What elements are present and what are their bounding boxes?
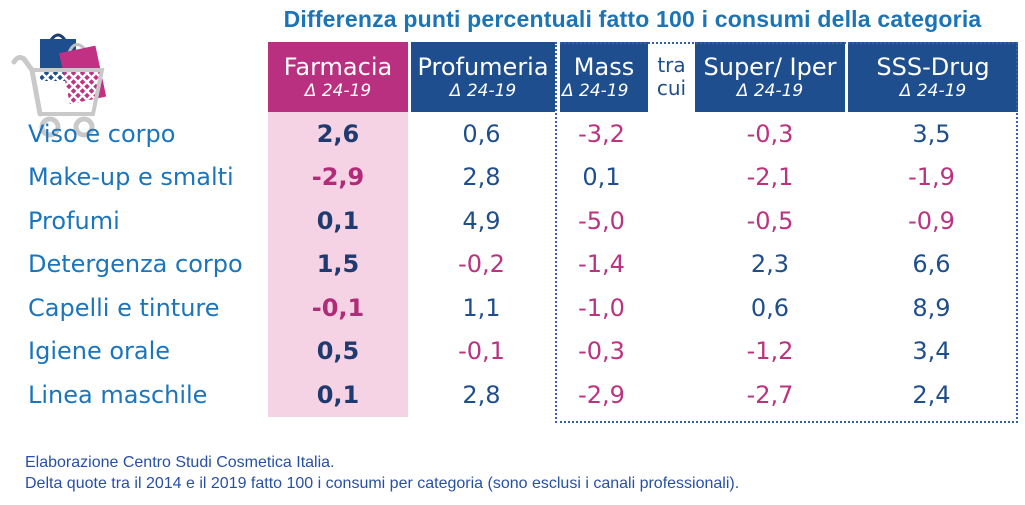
column-header-profumeria: Profumeria Δ 24-19	[411, 42, 555, 112]
value-cell: -0,3	[746, 119, 794, 148]
tra-cui-label: tra cui	[648, 42, 695, 112]
page-title: Differenza punti percentuali fatto 100 i…	[283, 6, 982, 32]
header-spacer	[0, 42, 268, 112]
table-row: Linea maschile 0,1 2,8 -2,9 -2,7 2,4	[0, 373, 1018, 417]
value-cell: 3,5	[912, 119, 951, 148]
tra-cui-spacer	[648, 330, 695, 374]
value-cell: 1,5	[268, 242, 408, 286]
table-row: Make-up e smalti -2,9 2,8 0,1 -2,1 -1,9	[0, 155, 1018, 200]
column-delta-label: Δ 24-19	[304, 80, 372, 101]
column-header-farmacia: Farmacia Δ 24-19	[268, 42, 408, 112]
value-cell: 8,9	[912, 293, 951, 322]
value-cell: 0,1	[582, 163, 621, 192]
table-row: Igiene orale 0,5 -0,1 -0,3 -1,2 3,4	[0, 329, 1018, 374]
row-label: Igiene orale	[28, 337, 171, 366]
table-header-row: Farmacia Δ 24-19 Profumeria Δ 24-19 Mass…	[0, 42, 1018, 112]
value-cell: 3,4	[912, 337, 951, 366]
value-cell: 0,5	[268, 329, 408, 373]
column-delta-label: Δ 24-19	[449, 80, 517, 101]
value-cell: 1,1	[462, 293, 501, 322]
value-cell: -1,0	[578, 293, 625, 322]
column-delta-label: Δ 24-19	[562, 80, 629, 101]
tra-cui-spacer	[648, 112, 695, 156]
table-row: Detergenza corpo 1,5 -0,2 -1,4 2,3 6,6	[0, 242, 1018, 287]
value-cell: -1,4	[578, 250, 625, 279]
value-cell: -0,5	[746, 206, 794, 235]
value-cell: -2,9	[268, 155, 408, 199]
value-cell: 2,8	[462, 163, 501, 192]
value-cell: 4,9	[462, 206, 501, 235]
row-label: Viso e corpo	[28, 119, 176, 148]
column-delta-label: Δ 24-19	[736, 80, 804, 101]
value-cell: -2,7	[746, 380, 794, 409]
column-label: Farmacia	[283, 52, 393, 81]
column-label: Super/ Iper	[703, 52, 837, 81]
column-header-sss-drug: SSS-Drug Δ 24-19	[848, 42, 1018, 112]
value-cell: 2,4	[912, 380, 951, 409]
row-label: Profumi	[28, 206, 120, 235]
tra-cui-spacer	[648, 243, 695, 287]
column-header-mass: Mass Δ 24-19	[560, 42, 648, 112]
row-label: Detergenza corpo	[28, 250, 243, 279]
column-label: Profumeria	[417, 52, 549, 81]
footnote-line-1: Elaborazione Centro Studi Cosmetica Ital…	[25, 454, 335, 471]
value-cell: 0,1	[268, 199, 408, 243]
value-cell: 2,8	[462, 380, 501, 409]
value-cell: -2,9	[578, 380, 625, 409]
value-cell: 0,6	[750, 293, 790, 322]
tra-cui-spacer	[648, 156, 695, 200]
shopping-cart-icon	[6, 28, 116, 140]
value-cell: 6,6	[912, 250, 951, 279]
value-cell: -1,9	[908, 163, 955, 192]
value-cell: 2,3	[750, 250, 790, 279]
value-cell: -0,3	[578, 337, 625, 366]
footnote-line-2: Delta quote tra il 2014 e il 2019 fatto …	[25, 475, 740, 492]
column-header-super-iper: Super/ Iper Δ 24-19	[695, 42, 845, 112]
value-cell: -0,1	[268, 286, 408, 330]
value-cell: -0,9	[908, 206, 955, 235]
table-body: Viso e corpo 2,6 0,6 -3,2 -0,3 3,5 Make-…	[0, 112, 1018, 417]
value-cell: -2,1	[746, 163, 794, 192]
value-cell: -0,1	[458, 337, 505, 366]
column-label: Mass	[573, 52, 635, 81]
tra-cui-spacer	[648, 199, 695, 243]
table-row: Viso e corpo 2,6 0,6 -3,2 -0,3 3,5	[0, 112, 1018, 156]
tra-cui-spacer	[648, 373, 695, 417]
column-label: SSS-Drug	[876, 52, 990, 81]
value-cell: 2,6	[268, 112, 408, 156]
value-cell: 0,1	[268, 373, 408, 417]
row-label: Linea maschile	[28, 380, 208, 409]
value-cell: -5,0	[578, 206, 625, 235]
value-cell: 0,6	[462, 119, 501, 148]
table-row: Capelli e tinture -0,1 1,1 -1,0 0,6 8,9	[0, 286, 1018, 330]
source-footnote: Elaborazione Centro Studi Cosmetica Ital…	[25, 452, 739, 494]
column-delta-label: Δ 24-19	[899, 80, 967, 101]
value-cell: -3,2	[578, 119, 625, 148]
value-cell: -1,2	[746, 337, 794, 366]
row-label: Make-up e smalti	[28, 163, 234, 192]
delta-table: Farmacia Δ 24-19 Profumeria Δ 24-19 Mass…	[0, 42, 1018, 417]
table-row: Profumi 0,1 4,9 -5,0 -0,5 -0,9	[0, 199, 1018, 243]
value-cell: -0,2	[458, 250, 505, 279]
row-label: Capelli e tinture	[28, 293, 220, 322]
tra-cui-spacer	[648, 286, 695, 330]
